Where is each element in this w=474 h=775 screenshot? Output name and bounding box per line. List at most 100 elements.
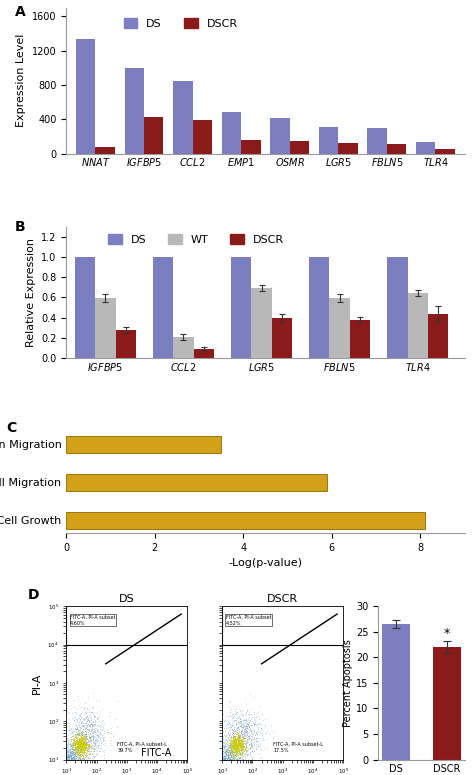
Point (93, 725, 100, 737)
Point (216, 745, 224, 757)
Point (79, 755, 87, 767)
Point (235, 733, 242, 746)
Point (202, 766, 210, 775)
Point (70, 757, 77, 770)
Point (221, 728, 229, 740)
Point (232, 740, 239, 753)
Point (80, 746, 88, 758)
Point (89, 748, 96, 760)
Point (227, 746, 234, 759)
Point (85, 745, 92, 757)
Point (234, 768, 242, 775)
Point (211, 729, 219, 742)
Point (215, 748, 223, 760)
Point (228, 758, 236, 770)
Point (220, 729, 228, 742)
Point (222, 760, 229, 772)
Point (63, 760, 70, 772)
Point (76, 737, 84, 749)
Point (70, 750, 78, 763)
Point (233, 747, 241, 760)
Point (220, 763, 228, 775)
Point (217, 742, 225, 755)
Point (89, 715, 97, 727)
Point (226, 763, 234, 775)
Point (72, 741, 79, 753)
Point (236, 737, 243, 749)
Point (240, 713, 247, 725)
Point (253, 719, 261, 732)
Point (215, 753, 222, 766)
Point (96, 726, 103, 739)
Point (229, 736, 237, 749)
Point (243, 729, 251, 742)
Point (76, 749, 84, 761)
Point (83, 718, 91, 730)
Point (64, 753, 72, 765)
Point (66, 740, 74, 753)
Point (219, 765, 227, 775)
Point (214, 747, 222, 760)
Point (232, 722, 239, 735)
Point (74, 746, 82, 758)
Point (60, 759, 67, 771)
Point (228, 749, 235, 762)
Point (63, 763, 70, 775)
Point (212, 765, 220, 775)
Point (240, 741, 247, 753)
Point (66, 769, 73, 775)
Point (237, 728, 245, 741)
Point (232, 740, 239, 753)
Point (235, 726, 242, 739)
Point (221, 752, 229, 764)
Point (59, 750, 67, 763)
Point (205, 760, 212, 773)
Point (208, 756, 216, 768)
Point (66, 772, 73, 775)
Point (78, 742, 85, 754)
Point (265, 728, 273, 740)
Point (51, 735, 59, 748)
Point (61, 757, 69, 770)
Point (217, 750, 225, 763)
Point (221, 746, 229, 758)
Point (78, 756, 86, 769)
Point (231, 737, 239, 749)
Point (73, 744, 80, 756)
Point (55, 750, 62, 763)
Point (73, 736, 81, 749)
Point (64, 753, 71, 765)
Point (249, 738, 256, 750)
Point (229, 766, 237, 775)
Point (93, 744, 101, 756)
Point (225, 746, 232, 758)
Point (78, 735, 85, 748)
Point (67, 770, 74, 775)
Point (76, 752, 84, 764)
Point (223, 766, 231, 775)
Point (241, 737, 249, 749)
Point (219, 752, 227, 764)
Point (235, 711, 243, 723)
Point (236, 751, 244, 763)
Point (238, 741, 246, 753)
Point (87, 733, 95, 746)
Point (215, 752, 223, 764)
Point (204, 769, 212, 775)
Point (216, 759, 223, 771)
Point (251, 717, 258, 729)
Point (68, 753, 76, 766)
Point (219, 761, 226, 773)
Point (204, 734, 212, 746)
Point (240, 732, 247, 744)
Point (217, 758, 225, 770)
Point (66, 760, 73, 773)
Point (73, 758, 81, 770)
Point (216, 757, 224, 770)
Point (233, 734, 241, 746)
Point (218, 765, 226, 775)
Point (230, 725, 237, 737)
Point (231, 749, 239, 761)
Point (230, 748, 237, 760)
Point (81, 764, 88, 775)
